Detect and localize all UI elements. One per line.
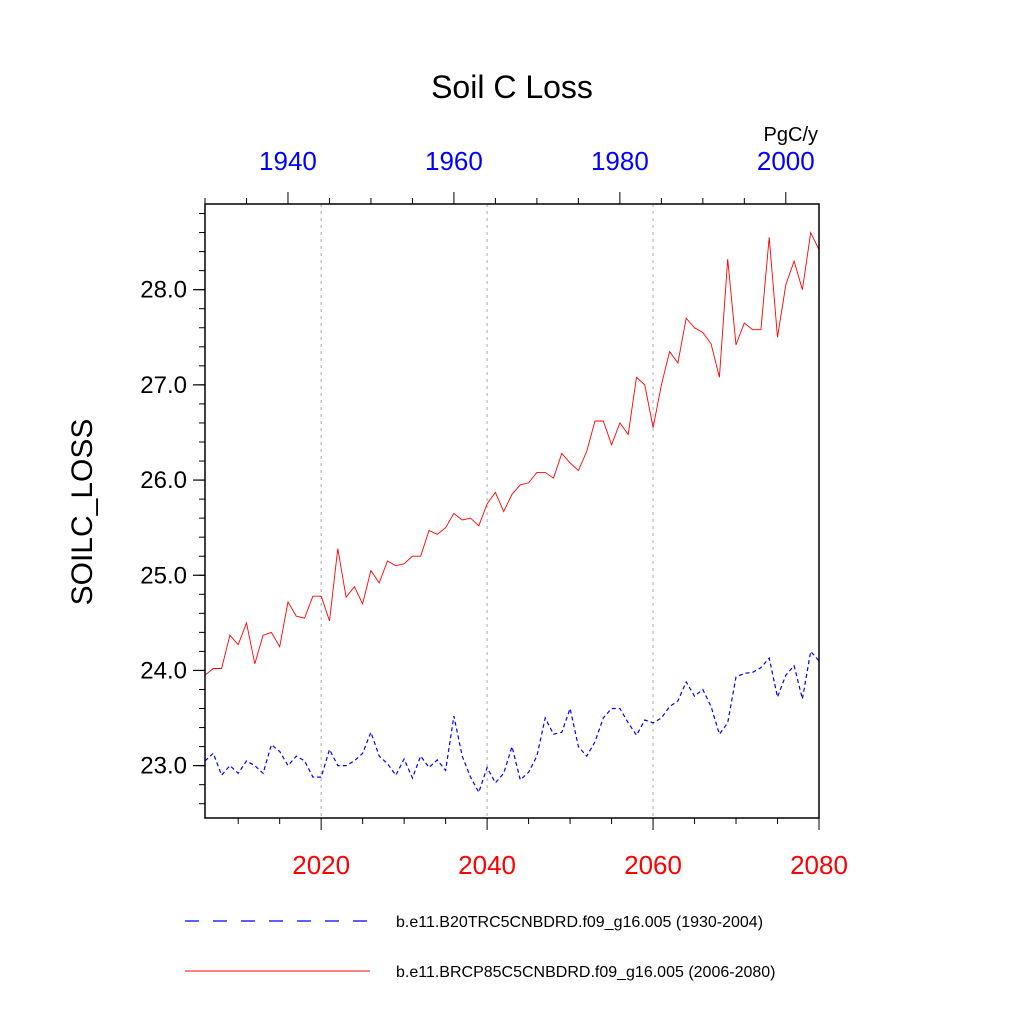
- series-line-rcp85: [204, 231, 820, 676]
- bottom-tick-label: 2080: [790, 850, 848, 880]
- legend: b.e11.B20TRC5CNBDRD.f09_g16.005 (1930-20…: [185, 914, 775, 981]
- bottom-tick-label: 2020: [292, 850, 350, 880]
- legend-label-historical: b.e11.B20TRC5CNBDRD.f09_g16.005 (1930-20…: [396, 914, 763, 931]
- series-line-historical: [204, 650, 820, 794]
- axis-ticks: 23.0 24.0 25.0 26.0 27.0 28.0 2020 2040 2060 2080…: [140, 146, 848, 880]
- series-layer: [204, 231, 820, 794]
- top-tick-label: 1940: [259, 146, 317, 176]
- top-tick-label: 1980: [591, 146, 649, 176]
- grid-lines: [320, 204, 654, 818]
- legend-label-rcp85: b.e11.BRCP85C5CNBDRD.f09_g16.005 (2006-2…: [396, 964, 775, 981]
- y-axis-label: SOILC_LOSS: [66, 419, 99, 606]
- top-tick-label: 1960: [425, 146, 483, 176]
- chart-title: Soil C Loss: [431, 69, 593, 105]
- y-tick-label: 27.0: [140, 372, 187, 399]
- bottom-tick-label: 2060: [624, 850, 682, 880]
- y-tick-label: 23.0: [140, 753, 187, 780]
- y-tick-label: 24.0: [140, 657, 187, 684]
- units-label: PgC/y: [764, 124, 818, 146]
- bottom-tick-label: 2040: [458, 850, 516, 880]
- y-tick-label: 28.0: [140, 277, 187, 304]
- y-tick-label: 26.0: [140, 467, 187, 494]
- y-tick-label: 25.0: [140, 562, 187, 589]
- top-tick-label: 2000: [757, 146, 815, 176]
- plot-frame: [204, 203, 820, 819]
